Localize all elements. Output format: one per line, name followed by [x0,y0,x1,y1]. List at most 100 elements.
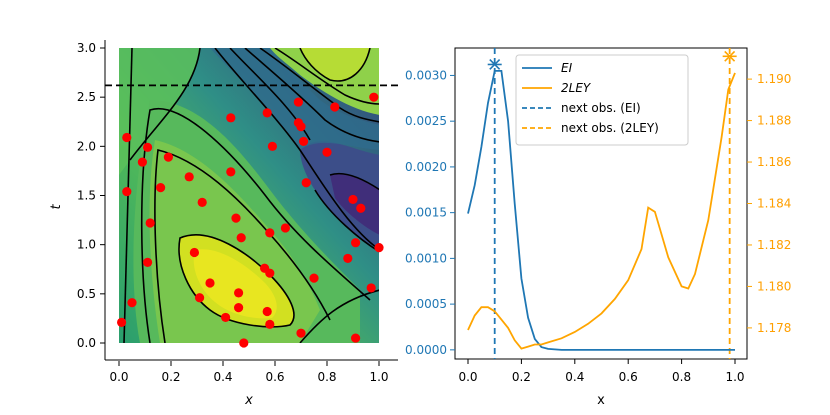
observation-point [296,328,306,338]
observation-point [184,172,194,182]
x-tick-label: 0.4 [565,370,584,384]
right-x-ticks: 0.0 0.2 0.4 0.6 0.8 1.0 [458,359,745,384]
observation-point [156,183,166,193]
left-tick-label: 0.0005 [405,297,447,311]
observation-point [293,97,303,107]
x-tick-label: 0.4 [213,370,232,384]
legend-box [515,54,689,146]
observation-point [137,157,147,167]
contour-line [299,289,379,343]
observation-point [330,102,340,112]
contour-line [299,48,371,82]
observation-point [221,312,231,323]
x-tick-label: 0.0 [458,370,477,384]
x-tick-label: 0.2 [512,370,531,384]
2ley-series-line [467,72,736,350]
contour-line [140,107,371,343]
x-tick-label: 1.0 [725,370,744,384]
contour-band [330,173,379,235]
observation-point [239,338,249,348]
left-tick-label: 0.0020 [405,160,447,174]
left-y-axis-label: t [49,204,64,210]
x-tick-label: 0.6 [619,370,638,384]
observation-point [351,238,361,248]
observation-point [236,233,246,243]
left-tick-label: 0.0000 [405,343,447,357]
observation-point [265,228,275,238]
observation-point [280,223,290,233]
left-panel: 0.0 0.2 0.4 0.6 0.8 1.0 0.0 0.5 1.0 1.5 2.0 2.5 3.0… [49,40,398,408]
x-tick-label: 0.0 [109,370,128,384]
contour-line [178,234,295,328]
right-right-ticks: 1.178 1.180 1.182 1.184 1.186 1.188 1.190 [747,72,791,335]
observation-point [265,268,275,278]
observation-point [234,288,244,298]
observation-point [309,273,319,283]
left-x-axis-label: x [244,393,253,408]
contour-line [123,48,133,343]
next-obs-2ley-marker [722,50,737,62]
y-tick-label: 0.0 [77,336,96,350]
observation-point [343,253,353,264]
next-obs-ei-marker [487,58,502,70]
ei-series-line [467,70,735,351]
left-tick-label: 0.0025 [405,114,447,128]
y-tick-label: 2.5 [77,90,96,104]
contour-line [329,172,379,191]
y-tick-label: 0.5 [77,287,96,301]
observation-point [231,213,241,223]
observation-point [301,178,311,188]
left-x-ticks: 0.0 0.2 0.4 0.6 0.8 1.0 [104,40,398,384]
contour-line [154,149,331,343]
left-tick-label: 0.0030 [405,68,447,82]
observation-point [163,152,173,162]
observation-point [322,147,332,157]
x-tick-label: 0.2 [161,370,180,384]
legend-next-2ley-label: next obs. (2LEY) [561,121,659,135]
observation-point [262,108,272,118]
contour-line [314,189,379,253]
legend: EI 2LEY next obs. (EI) next obs. (2LEY) [515,54,689,146]
x-tick-label: 1.0 [369,370,388,384]
y-tick-label: 1.0 [77,238,96,252]
observation-point [351,333,361,343]
right-panel: 0.0 0.2 0.4 0.6 0.8 1.0 0.0000 0.0005 0.0010 0.0… [405,47,791,408]
left-y-ticks: 0.0 0.5 1.0 1.5 2.0 2.5 3.0 [77,41,105,350]
x-tick-label: 0.8 [672,370,691,384]
observation-point [356,203,366,213]
right-tick-label: 1.178 [757,321,791,335]
observation-point [265,319,275,329]
right-tick-label: 1.180 [757,279,791,293]
observation-point [348,194,358,205]
right-tick-label: 1.184 [757,197,791,211]
marker-stroke [724,50,736,62]
observation-point [143,142,153,152]
left-tick-label: 0.0010 [405,251,447,265]
right-tick-label: 1.188 [757,114,791,128]
observation-point [122,186,132,197]
y-tick-label: 1.5 [77,189,96,203]
contour-line [129,48,201,161]
legend-2ley-label: 2LEY [561,81,592,95]
right-tick-label: 1.190 [757,72,791,86]
observation-point [145,218,155,228]
legend-next-ei-label: next obs. (EI) [561,101,641,115]
observation-points [117,92,384,348]
observation-point [226,113,236,123]
observation-point [143,257,153,267]
contour-band [210,48,379,150]
observation-point [226,167,236,177]
y-tick-label: 2.0 [77,139,96,153]
right-left-ticks: 0.0000 0.0005 0.0010 0.0015 0.0020 0.0025 0.00… [405,68,455,357]
legend-ei-label: EI [561,61,573,75]
observation-point [299,136,309,147]
observation-point [205,278,215,288]
observation-point [369,92,379,102]
contour-line [214,48,379,251]
observation-point [267,141,277,151]
observation-point [374,243,384,253]
contour-band [193,249,277,319]
observation-point [366,283,376,293]
x-tick-label: 0.8 [317,370,336,384]
